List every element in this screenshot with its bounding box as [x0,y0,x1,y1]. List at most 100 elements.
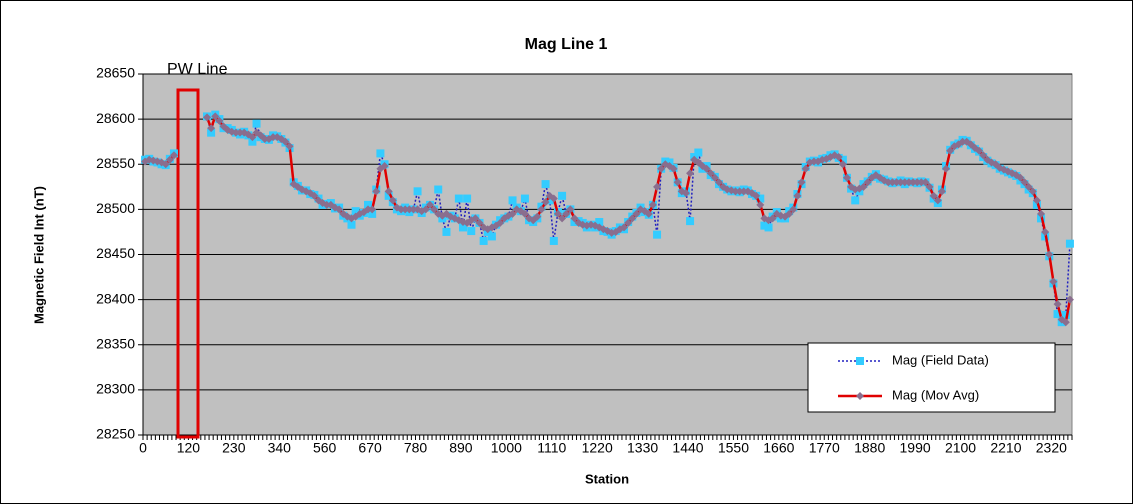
data-point [215,116,224,125]
data-point [789,205,798,214]
data-point [202,113,211,122]
data-point [1065,239,1074,248]
annotation-box [176,88,200,439]
x-tick-label: 1330 [627,440,658,456]
y-tick-label: 28550 [96,155,135,171]
data-point [904,178,913,187]
data-point [347,220,356,229]
data-point [925,182,934,191]
data-point [281,137,290,146]
data-point [909,178,918,187]
data-point [620,223,629,232]
x-tick-label: 120 [177,440,201,456]
y-tick-label: 28300 [96,381,135,397]
data-point [496,218,505,227]
data-point [694,148,703,157]
data-point [764,223,773,232]
data-point [834,153,843,162]
data-point [401,205,410,214]
data-point [884,178,893,187]
data-point [1020,178,1029,187]
data-point [384,187,393,196]
x-tick-label: 2100 [945,440,976,456]
data-point [1049,277,1058,286]
data-point [508,209,517,218]
data-point [1053,310,1062,319]
y-tick-label: 28500 [96,200,135,216]
data-point [1045,250,1054,259]
data-point [405,205,414,214]
x-tick-label: 1770 [809,440,840,456]
data-point [1024,182,1033,191]
data-point [681,189,690,198]
data-point [648,200,657,209]
data-point [549,194,558,203]
data-point [946,146,955,155]
data-point [624,218,633,227]
data-point [937,187,946,196]
data-point [752,191,761,200]
data-point [475,218,484,227]
y-tick-label: 28600 [96,110,135,126]
data-point [269,133,278,142]
data-point [653,182,662,191]
data-point [838,155,847,164]
annotation: PW Line [167,61,228,78]
data-point [397,205,406,214]
data-point [434,185,443,194]
data-point [351,207,360,216]
data-point [467,227,476,236]
data-point [372,187,381,196]
data-point [913,178,922,187]
data-point [211,112,220,121]
x-tick-label: 230 [222,440,246,456]
data-point [756,200,765,209]
x-tick-label: 2210 [990,440,1021,456]
data-point [686,217,695,226]
data-point [735,187,744,196]
data-point [706,169,715,178]
data-point [458,223,467,232]
x-tick-label: 1000 [491,440,522,456]
x-tick-label: 1990 [900,440,931,456]
data-point [975,146,984,155]
data-point [595,218,604,227]
data-point [248,133,257,142]
data-point [669,164,678,173]
data-point [425,200,434,209]
data-point [785,209,794,218]
data-point [442,227,451,236]
x-tick-label: 1440 [672,440,703,456]
x-tick-label: 560 [313,440,337,456]
data-point [756,194,765,203]
x-axis-label: Station [585,471,629,486]
y-tick-label: 28250 [96,426,135,442]
data-point [479,236,488,245]
data-point [549,236,558,245]
data-point [541,198,550,207]
legend-marker [856,392,864,400]
data-point [1061,318,1070,327]
data-point [463,194,472,203]
data-point [1037,209,1046,218]
data-point [368,205,377,214]
data-point [413,187,422,196]
data-point [335,205,344,214]
data-point [537,205,546,214]
data-point [310,191,319,200]
data-point [165,155,174,164]
data-point [710,173,719,182]
x-tick-label: 0 [139,440,147,456]
data-point [207,128,216,137]
data-point [888,178,897,187]
data-point [487,232,496,241]
data-point [1041,227,1050,236]
data-point [558,191,567,200]
data-point [797,178,806,187]
data-point [838,160,847,169]
data-point [207,124,216,133]
y-tick-label: 28650 [96,65,135,81]
data-point [169,151,178,160]
